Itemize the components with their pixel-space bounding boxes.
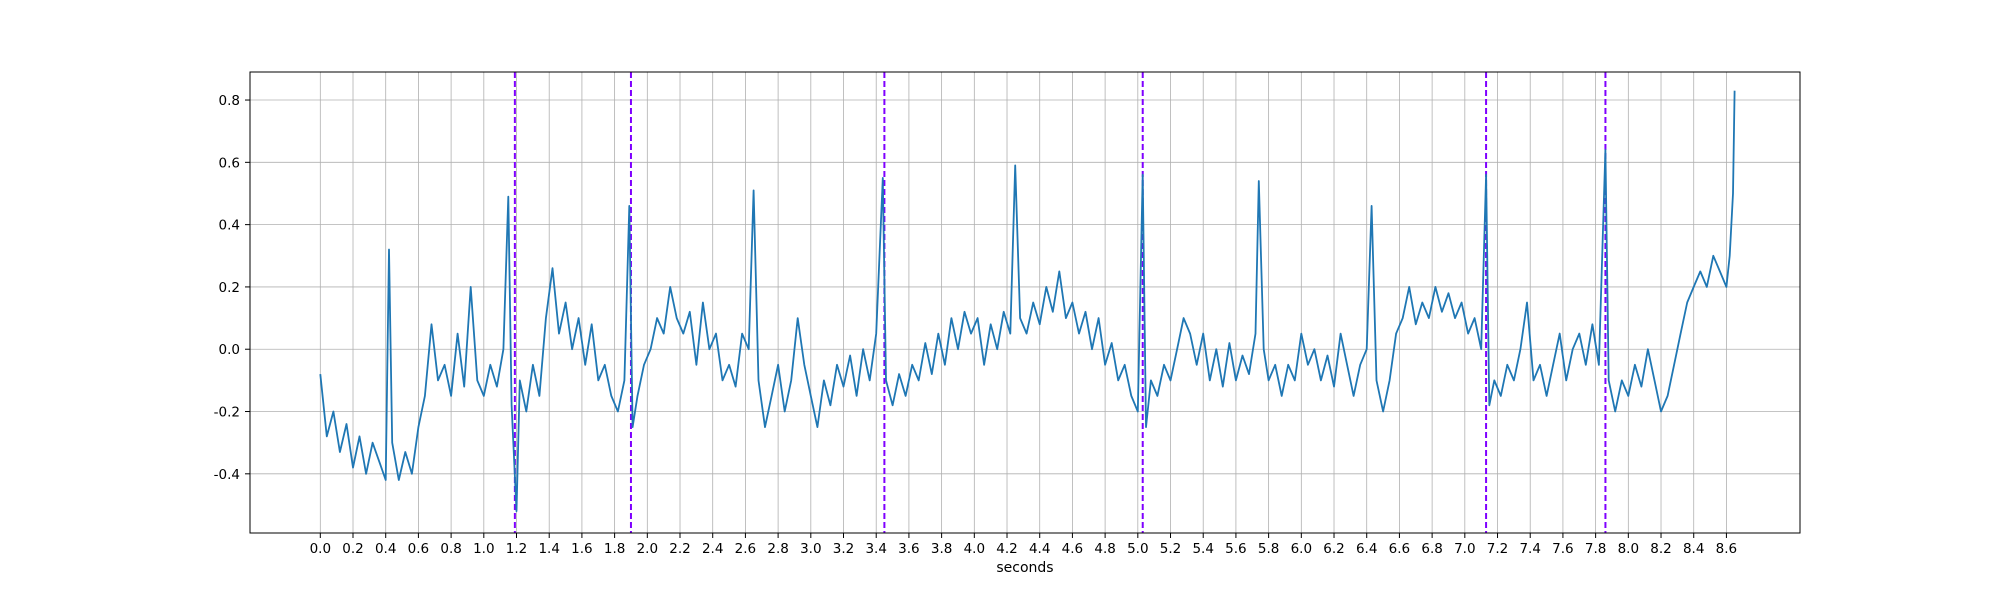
x-tick-label: 0.0	[310, 541, 331, 557]
x-tick-label: 2.2	[669, 541, 690, 557]
x-tick-label: 3.4	[865, 541, 886, 557]
x-tick-label: 7.4	[1519, 541, 1540, 557]
x-tick-label: 5.6	[1225, 541, 1246, 557]
x-tick-label: 6.0	[1291, 541, 1312, 557]
x-axis-label: seconds	[996, 560, 1053, 576]
series-lines	[319, 90, 1736, 513]
y-tick-label: 0.6	[219, 155, 240, 171]
x-tick-label: 7.6	[1552, 541, 1573, 557]
x-tick-label: 0.6	[408, 541, 429, 557]
x-tick-label: 7.0	[1454, 541, 1475, 557]
x-tick-label: 2.4	[702, 541, 723, 557]
x-tick-label: 3.2	[833, 541, 854, 557]
y-tick-label: 0.8	[219, 93, 240, 109]
x-tick-label: 0.4	[375, 541, 396, 557]
x-tick-label: 7.2	[1487, 541, 1508, 557]
x-tick-label: 6.4	[1356, 541, 1377, 557]
x-tick-label: 7.8	[1585, 541, 1606, 557]
y-tick-label: 0.0	[219, 342, 240, 358]
x-tick-label: 3.6	[898, 541, 919, 557]
x-tick-label: 1.4	[538, 541, 559, 557]
x-tick-label: 4.6	[1062, 541, 1083, 557]
x-tick-label: 4.4	[1029, 541, 1050, 557]
x-tick-label: 0.2	[342, 541, 363, 557]
x-tick-label: 4.8	[1094, 541, 1115, 557]
x-tick-label: 2.0	[637, 541, 658, 557]
x-tick-label: 6.2	[1323, 541, 1344, 557]
y-tick-label: -0.4	[214, 467, 240, 483]
x-tick-label: 5.0	[1127, 541, 1148, 557]
x-tick-label: 8.0	[1618, 541, 1639, 557]
x-tick-label: 1.8	[604, 541, 625, 557]
y-tick-label: -0.2	[214, 405, 240, 421]
x-tick-label: 2.6	[735, 541, 756, 557]
grid-lines	[250, 72, 1800, 533]
x-tick-label: 6.8	[1421, 541, 1442, 557]
event-markers	[513, 72, 1607, 533]
x-tick-label: 1.2	[506, 541, 527, 557]
x-tick-label: 4.2	[996, 541, 1017, 557]
x-tick-label: 8.6	[1716, 541, 1737, 557]
y-tick-label: 0.2	[219, 280, 240, 296]
x-tick-label: 1.0	[473, 541, 494, 557]
y-tick-label: 0.4	[219, 218, 240, 234]
x-axis-ticks: 0.0 0.2 0.4 0.6 0.8 1.0 1.2 1.4 1.6 1.8 2.0 2.2 2.4 2…	[310, 533, 1737, 557]
x-tick-label: 8.4	[1683, 541, 1704, 557]
x-tick-label: 3.8	[931, 541, 952, 557]
x-tick-label: 4.0	[964, 541, 985, 557]
x-tick-label: 5.8	[1258, 541, 1279, 557]
x-tick-label: 0.8	[440, 541, 461, 557]
signal-series-line	[319, 90, 1736, 513]
x-tick-label: 5.4	[1192, 541, 1213, 557]
x-tick-label: 1.6	[571, 541, 592, 557]
x-tick-label: 6.6	[1389, 541, 1410, 557]
y-axis-ticks: -0.4 -0.2 0.0 0.2 0.4 0.6 0.8	[214, 93, 250, 483]
x-tick-label: 2.8	[767, 541, 788, 557]
x-tick-label: 3.0	[800, 541, 821, 557]
plot-frame	[249, 71, 1801, 534]
x-tick-label: 5.2	[1160, 541, 1181, 557]
x-tick-label: 8.2	[1650, 541, 1671, 557]
